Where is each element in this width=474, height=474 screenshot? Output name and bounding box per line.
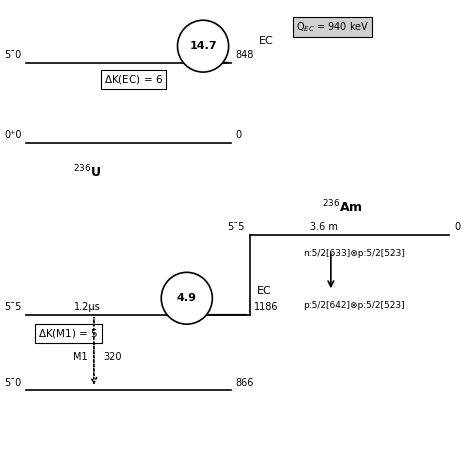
Text: Q$_{EC}$ = 940 keV: Q$_{EC}$ = 940 keV: [296, 20, 369, 34]
Text: 848: 848: [236, 50, 254, 60]
Text: EC: EC: [259, 36, 273, 46]
Text: 0: 0: [454, 222, 460, 232]
Text: 0⁺0: 0⁺0: [4, 130, 22, 140]
Text: $\Delta$K(EC) = 6: $\Delta$K(EC) = 6: [104, 73, 163, 86]
Text: $^{236}$U: $^{236}$U: [73, 164, 101, 181]
Text: 320: 320: [103, 352, 122, 362]
Text: $\Delta$K(M1) = 5: $\Delta$K(M1) = 5: [38, 327, 99, 340]
Text: 1.2μs: 1.2μs: [73, 302, 100, 312]
Text: 5¯5: 5¯5: [228, 222, 245, 232]
Circle shape: [177, 20, 228, 72]
Text: 14.7: 14.7: [189, 41, 217, 51]
Text: 5¯0: 5¯0: [5, 378, 22, 388]
Text: n:5/2[633]⊗p:5/2[523]: n:5/2[633]⊗p:5/2[523]: [303, 249, 405, 258]
Text: EC: EC: [256, 286, 271, 296]
Text: $^{236}$Am: $^{236}$Am: [322, 199, 363, 216]
Text: 1186: 1186: [254, 302, 279, 312]
Text: 4.9: 4.9: [177, 293, 197, 303]
Text: 5¯5: 5¯5: [4, 302, 22, 312]
Text: M1: M1: [73, 352, 87, 362]
Circle shape: [161, 273, 212, 324]
Text: 866: 866: [236, 378, 254, 388]
Text: 3.6 m: 3.6 m: [310, 222, 338, 232]
Text: 0: 0: [236, 130, 242, 140]
Text: 5¯0: 5¯0: [5, 50, 22, 60]
Text: p:5/2[642]⊗p:5/2[523]: p:5/2[642]⊗p:5/2[523]: [303, 301, 405, 310]
